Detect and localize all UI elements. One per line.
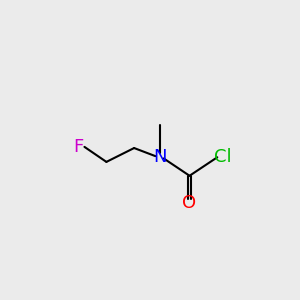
Text: N: N xyxy=(153,148,166,166)
Text: F: F xyxy=(74,138,84,156)
Text: Cl: Cl xyxy=(214,148,232,166)
Text: O: O xyxy=(182,194,197,212)
